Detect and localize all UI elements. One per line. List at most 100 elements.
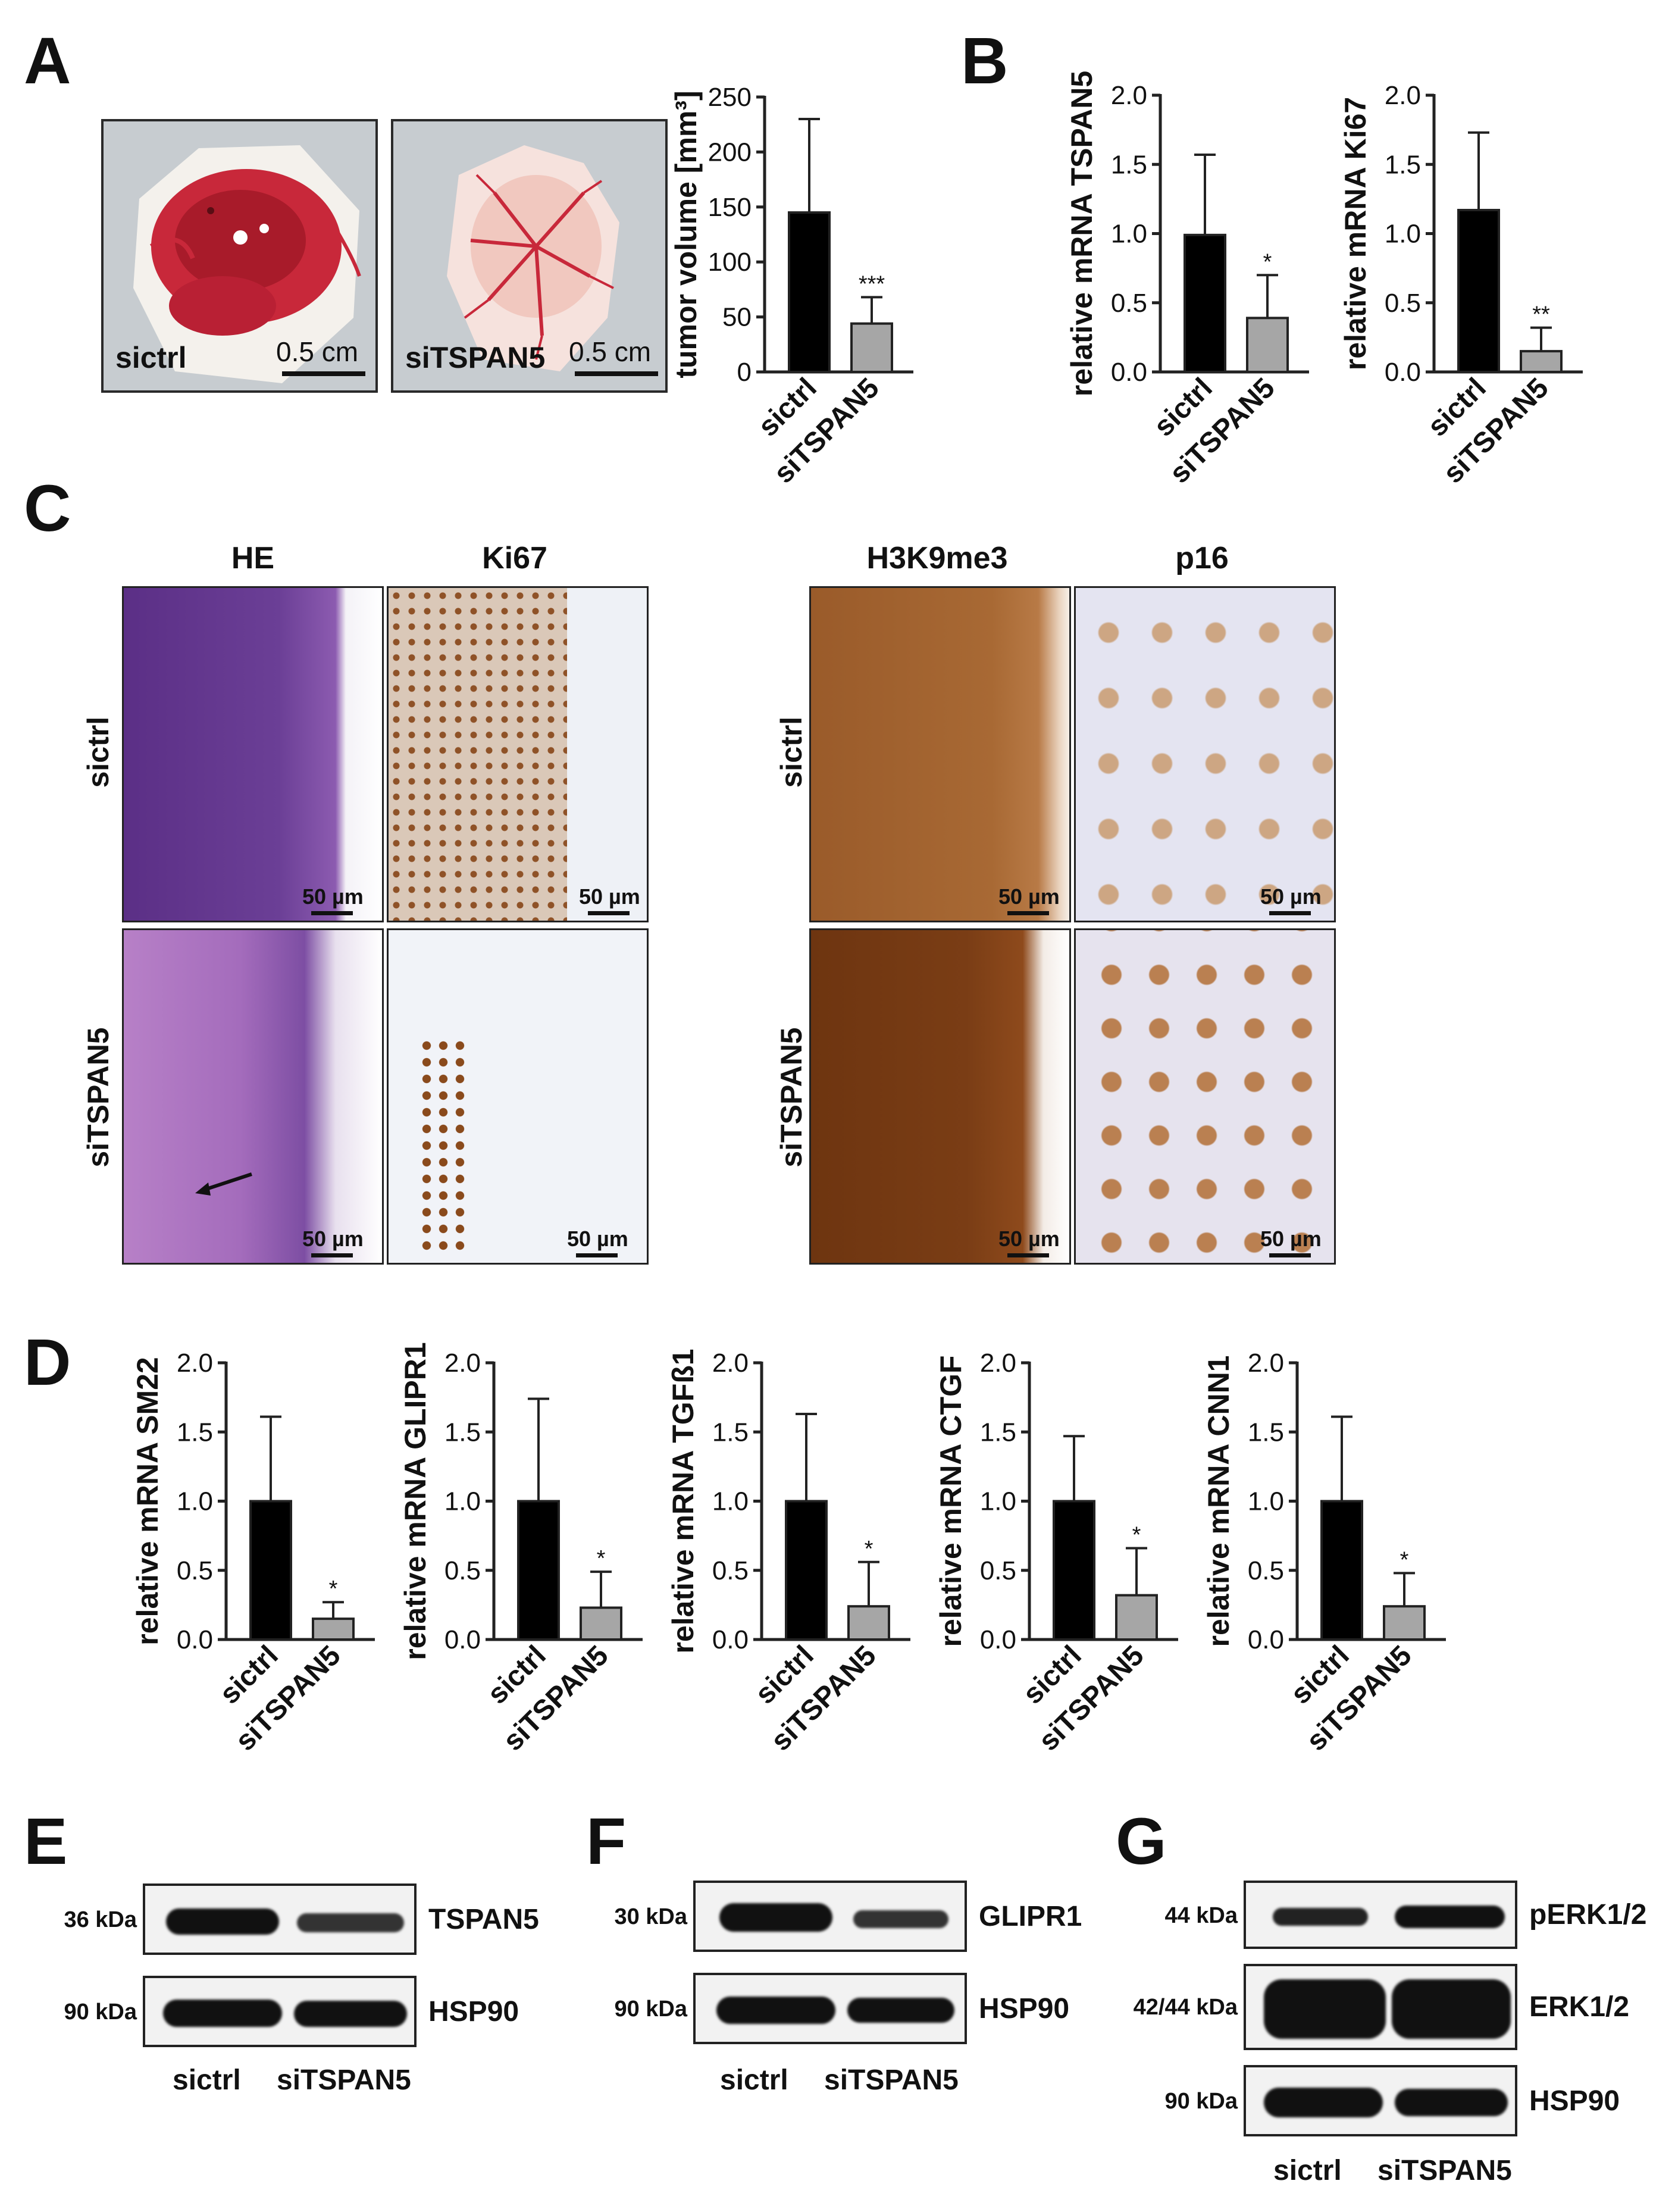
bar [1320, 1500, 1363, 1641]
y-tick-label: 0.5 [177, 1556, 213, 1585]
bar [847, 1605, 890, 1641]
bar [580, 1606, 622, 1641]
micrograph-ki67-sitspan5: 50 µm [387, 928, 649, 1265]
y-tick-label: 1.5 [712, 1418, 749, 1447]
bar [312, 1617, 355, 1641]
y-axis-label: relative mRNA SM22 [131, 1357, 164, 1645]
blot-g-left-label: 44 kDa [1164, 1903, 1238, 1928]
row-label-sitspan5-left: siTSPAN5 [82, 1027, 115, 1168]
blot-e-left-label: 90 kDa [64, 2000, 137, 2025]
significance-label: * [865, 1537, 873, 1562]
blot-e-right-label: TSPAN5 [428, 1904, 539, 1935]
micrograph-scale-text: 50 µm [998, 1227, 1060, 1251]
significance-label: *** [859, 271, 885, 296]
photo-scale-text: 0.5 cm [569, 336, 652, 367]
panel-label-a: A [24, 24, 71, 98]
y-tick-label: 2.0 [712, 1349, 749, 1378]
panel-label-b: B [961, 24, 1009, 98]
blot-e-left-label: 36 kDa [64, 1907, 137, 1932]
y-tick-label: 1.0 [444, 1487, 481, 1516]
micrograph-scale-text: 50 µm [302, 884, 364, 909]
p16-positive-cells [1076, 930, 1334, 1263]
bar [517, 1500, 560, 1641]
micrograph-scale-bar [588, 911, 630, 915]
y-axis-label: relative mRNA GLIPR1 [399, 1342, 432, 1660]
micrograph-scale-text: 50 µm [1260, 1227, 1322, 1251]
scale-bar [282, 371, 365, 376]
y-tick-label: 0 [737, 358, 752, 387]
band [716, 1997, 835, 2024]
micrograph-scale-text: 50 µm [579, 884, 640, 909]
y-tick-label: 0.5 [1111, 289, 1147, 318]
micrograph-p16-sitspan5: 50 µm [1074, 928, 1336, 1265]
band [1395, 2089, 1508, 2116]
scale-bar [575, 371, 658, 376]
bar [1184, 233, 1226, 374]
significance-label: ** [1532, 302, 1550, 327]
significance-label: * [1400, 1547, 1409, 1572]
ki67-positive-nuclei [418, 1037, 472, 1252]
micrograph-ki67-sictrl: 50 µm [387, 586, 649, 922]
y-tick-label: 1.0 [1385, 220, 1421, 249]
y-axis-label: relative mRNA Ki67 [1339, 97, 1372, 370]
micrograph-he-sitspan5: 50 µm [122, 928, 384, 1265]
band [1392, 1979, 1511, 2039]
blot-e-hsp90 [143, 1976, 417, 2047]
y-tick-label: 0.5 [1385, 289, 1421, 318]
blot-g-lane-label: sictrl [1273, 2155, 1342, 2186]
blot-f-lane-label: siTSPAN5 [824, 2064, 959, 2096]
bar [1520, 350, 1563, 373]
bar [1115, 1594, 1158, 1641]
significance-label: * [1263, 249, 1272, 274]
y-tick-label: 200 [708, 137, 752, 167]
y-tick-label: 1.5 [444, 1418, 481, 1447]
y-tick-label: 0.0 [980, 1625, 1016, 1654]
blot-g-left-label: 42/44 kDa [1133, 1995, 1238, 2020]
y-tick-label: 2.0 [1248, 1349, 1284, 1378]
bar [1457, 208, 1500, 373]
significance-label: * [597, 1546, 606, 1571]
micrograph-scale-text: 50 µm [998, 884, 1060, 909]
band [1273, 1908, 1368, 1926]
micrograph-scale-bar [1269, 911, 1311, 915]
bar [785, 1500, 828, 1641]
y-tick-label: 0.5 [712, 1556, 749, 1585]
blot-f-right-label: GLIPR1 [979, 1901, 1082, 1932]
micrograph-scale-bar [311, 911, 353, 915]
y-tick-label: 0.0 [444, 1625, 481, 1654]
row-label-sitspan5-right: siTSPAN5 [775, 1027, 808, 1168]
panel-label-f: F [586, 1805, 627, 1878]
blot-g-right-label: pERK1/2 [1529, 1899, 1647, 1931]
band [166, 1908, 279, 1935]
y-tick-label: 0.0 [1111, 358, 1147, 387]
y-tick-label: 1.0 [1248, 1487, 1284, 1516]
micrograph-h3k9me3-sictrl: 50 µm [809, 586, 1071, 922]
blot-g-lane-label: siTSPAN5 [1377, 2155, 1512, 2186]
y-tick-label: 0.0 [712, 1625, 749, 1654]
photo-caption-sictrl: sictrl [115, 341, 187, 374]
blot-g-left-label: 90 kDa [1164, 2089, 1238, 2114]
band [853, 1910, 948, 1928]
y-axis-label: relative mRNA TSPAN5 [1065, 71, 1098, 396]
y-tick-label: 1.5 [1248, 1418, 1284, 1447]
micrograph-p16-sictrl: 50 µm [1074, 586, 1336, 922]
band [719, 1903, 832, 1932]
y-tick-label: 1.0 [712, 1487, 749, 1516]
micrograph-he-sictrl: 50 µm [122, 586, 384, 922]
band [1264, 2088, 1383, 2117]
y-axis-label: tumor volume [mm³] [669, 90, 703, 378]
y-tick-label: 1.5 [980, 1418, 1016, 1447]
y-tick-label: 0.5 [444, 1556, 481, 1585]
micrograph-scale-text: 50 µm [302, 1227, 364, 1251]
panel-label-d: D [24, 1326, 71, 1399]
blot-g-right-label: HSP90 [1529, 2085, 1620, 2117]
micrograph-scale-bar [1007, 1253, 1049, 1257]
tumor-photo-sictrl: sictrl 0.5 cm [101, 119, 378, 393]
significance-label: * [329, 1576, 338, 1601]
ki67-positive-nuclei [389, 588, 567, 921]
y-tick-label: 1.5 [177, 1418, 213, 1447]
blot-f-hsp90 [693, 1973, 967, 2044]
band [297, 1913, 404, 1932]
blot-g-right-label: ERK1/2 [1529, 1991, 1630, 2023]
blot-f-glipr1 [693, 1881, 967, 1952]
